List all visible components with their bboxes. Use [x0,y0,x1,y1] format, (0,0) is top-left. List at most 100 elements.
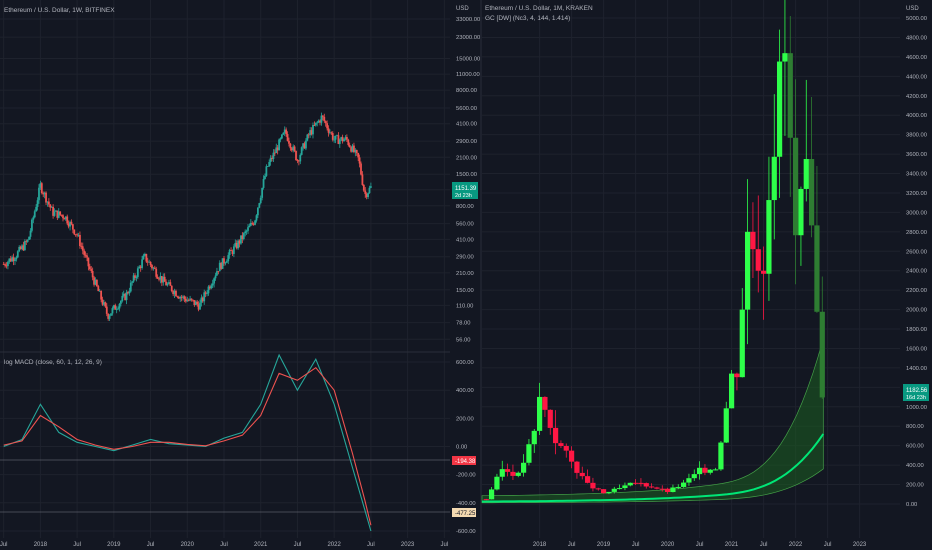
candle-body [268,162,270,166]
candle-body [164,277,166,282]
candle-body [155,269,157,277]
candle-body [217,271,219,272]
candle-body [532,431,537,444]
candle-body [500,469,505,477]
candle-body [227,255,229,261]
candle-body [254,221,256,225]
price-tick: 400.00 [906,463,924,469]
candle-body [622,485,627,488]
candle-body [766,200,771,274]
price-tick: 4000.00 [906,113,927,119]
candle-body [363,185,365,191]
price-tick: 560.00 [456,222,474,228]
price-tick: 2600.00 [906,249,927,255]
price-tick: 4200.00 [906,94,927,100]
candle-body [312,125,314,134]
time-tick: Jul [696,542,704,548]
candle-body [282,133,284,135]
candle-body [96,280,98,286]
price-tick: 4800.00 [906,35,927,41]
candle-body [660,489,665,490]
candle-body [88,258,90,267]
candle-body [804,159,809,189]
candle-body [117,308,119,309]
candle-body [633,483,638,484]
time-tick: Jul [73,542,81,548]
candle-body [323,117,325,121]
candle-body [332,133,334,140]
price-tick: 11000.00 [456,72,480,78]
candle-body [48,202,50,205]
candle-body [542,397,547,410]
candle-body [288,141,290,144]
candle-body [128,291,130,293]
candle-body [157,277,159,279]
time-tick: Jul [632,542,640,548]
candle-body [45,193,47,203]
candle-body [199,303,201,310]
left-last-price-countdown: 2d 23h [455,193,472,199]
candle-body [590,483,595,489]
candle-body [106,307,108,314]
candle-body [306,135,308,141]
candle-body [184,296,186,298]
macd-tick: -600.00 [456,529,476,535]
candle-body [369,188,371,193]
candle-body [349,145,351,147]
candle-body [708,470,713,473]
macd-tick: 400.00 [456,388,474,394]
candle-body [223,258,225,263]
candle-body [35,207,37,211]
candle-body [526,444,531,463]
time-tick: 2022 [327,542,341,548]
time-tick: Jul [220,542,228,548]
time-tick: Jul [440,542,448,548]
time-tick: 2021 [725,542,739,548]
price-tick: 4600.00 [906,55,927,61]
candle-body [112,308,114,313]
time-tick: Jul [824,542,832,548]
candle-body [521,463,526,473]
time-tick: Jul [147,542,155,548]
time-tick: 2018 [34,542,48,548]
candle-body [24,241,26,250]
candle-body [510,472,515,476]
left-chart-title: Ethereum / U.S. Dollar, 1W, BITFINEX [4,7,115,14]
price-tick: 15000.00 [456,57,480,63]
price-tick: 1000.00 [906,405,927,411]
candle-body [516,473,521,476]
candle-body [265,166,267,176]
candle-body [7,262,9,266]
candle-body [176,296,178,297]
candle-body [628,483,633,486]
candle-body [225,263,227,264]
candle-body [14,259,16,261]
left-last-price: 1151.39 [455,186,477,192]
candle-body [724,408,729,442]
indicator-title: GC [DW] (Nc3, 4, 144, 1.414) [485,15,570,22]
candle-body [638,483,643,484]
candle-body [793,138,798,235]
candle-body [676,487,681,488]
candle-body [28,237,30,240]
candle-body [264,176,266,179]
candle-body [154,268,156,269]
candle-body [257,208,259,216]
candle-body [809,159,814,225]
candle-body [346,137,348,140]
candle-body [249,226,251,227]
time-tick: 2021 [254,542,268,548]
price-tick: 200.00 [906,483,924,489]
time-tick: Jul [294,542,302,548]
candle-body [558,443,563,446]
right-last-price-countdown: 16d 23h [906,395,926,401]
candle-body [548,410,553,428]
time-tick: 2022 [789,542,803,548]
candle-body [761,271,766,274]
candle-body [150,262,152,265]
price-tick: 4400.00 [906,74,927,80]
candle-body [230,250,232,251]
price-tick: 410.00 [456,237,474,243]
candle-body [364,191,366,194]
price-tick: 2100.00 [456,155,477,161]
